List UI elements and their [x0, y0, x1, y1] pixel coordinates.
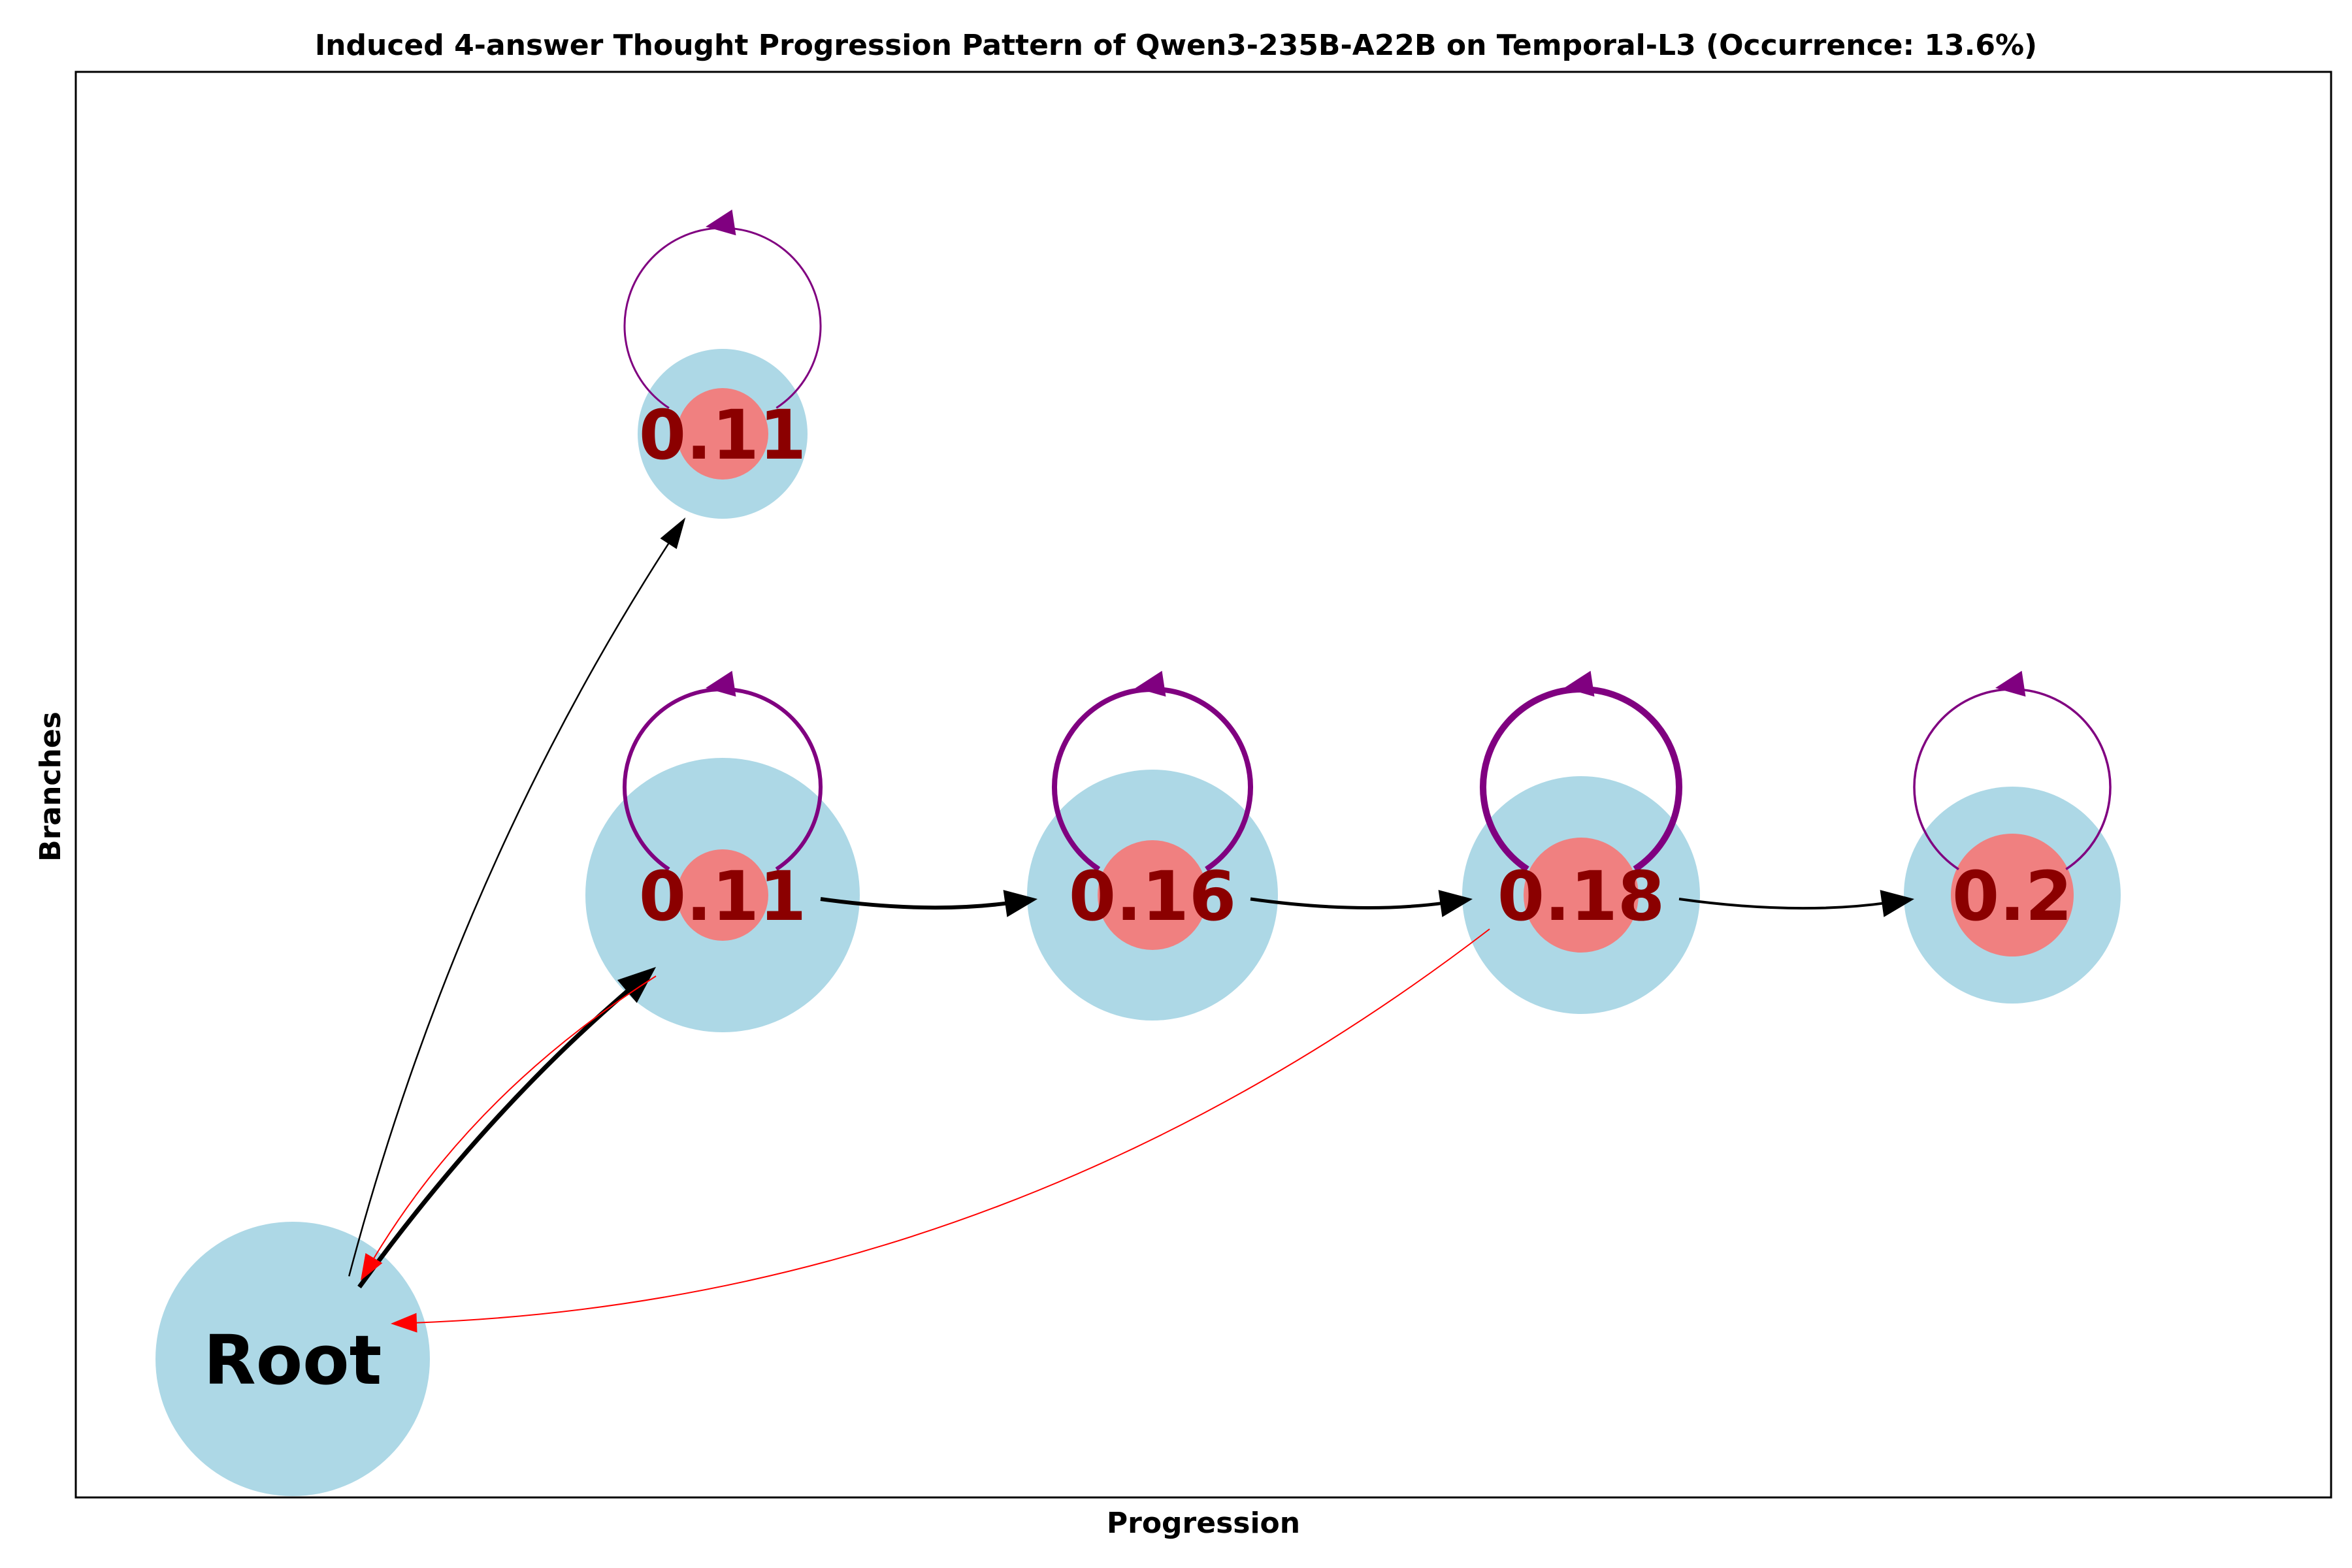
arrowhead [1995, 670, 2026, 697]
edge-line [1678, 898, 1889, 910]
edge-line [1250, 897, 1447, 909]
edge-a-to-b [820, 890, 1037, 917]
node-value-label: 0.18 [1497, 857, 1665, 936]
edge-c-to-root [391, 928, 1490, 1333]
node-value-marker [1098, 840, 1207, 950]
self-loop-d [1913, 670, 2112, 870]
label-layer: Root 0.11 0.16 0.18 0.2 0.11 [204, 395, 2072, 1400]
node-value-label: 0.11 [639, 857, 807, 936]
arrowhead [361, 1252, 383, 1281]
edge-line [820, 897, 1012, 910]
node-value-marker [677, 849, 768, 941]
root-label: Root [204, 1320, 382, 1400]
arrowhead [1564, 670, 1595, 697]
edge-a-to-root [361, 975, 657, 1281]
node-e [638, 349, 808, 519]
arrowhead [660, 517, 686, 549]
node-d [1904, 787, 2121, 1004]
self-loop-c [1480, 670, 1682, 872]
node-a [585, 758, 860, 1032]
root-node [155, 1222, 430, 1496]
self-loop-a [623, 670, 823, 872]
plot-frame [74, 71, 2332, 1499]
self-loop-e [623, 209, 822, 409]
arrowhead [1438, 890, 1473, 917]
node-layer [155, 349, 2121, 1496]
node-value-label: 0.11 [639, 395, 807, 475]
node-value-marker [1524, 838, 1639, 953]
self-loop-b [1052, 670, 1253, 872]
arrowhead [391, 1313, 417, 1333]
edge-line [411, 928, 1490, 1324]
edge-root-to-e [348, 517, 686, 1277]
arrowhead [617, 967, 657, 1004]
node-c [1462, 776, 1700, 1014]
edge-layer [348, 209, 2112, 1333]
node-value-marker [1951, 834, 2074, 956]
node-value-marker [677, 388, 768, 480]
arrowhead [706, 670, 736, 697]
arrowhead [1135, 670, 1166, 697]
chart-title: Induced 4-answer Thought Progression Pat… [315, 29, 2037, 62]
edge-line [357, 985, 634, 1289]
arrowhead [1880, 890, 1914, 917]
edge-line [348, 538, 673, 1277]
arrowhead [1003, 890, 1037, 917]
node-circle [155, 1222, 430, 1496]
x-axis-label: Progression [1107, 1507, 1300, 1540]
edge-b-to-c [1250, 890, 1473, 917]
node-b [1027, 770, 1278, 1021]
edge-root-to-a [357, 967, 657, 1289]
node-value-label: 0.2 [1952, 857, 2072, 936]
edge-c-to-d [1678, 890, 1914, 917]
arrowhead [706, 209, 736, 236]
y-axis-label: Branches [34, 711, 67, 862]
edge-line [370, 975, 657, 1263]
node-value-label: 0.16 [1069, 857, 1237, 936]
